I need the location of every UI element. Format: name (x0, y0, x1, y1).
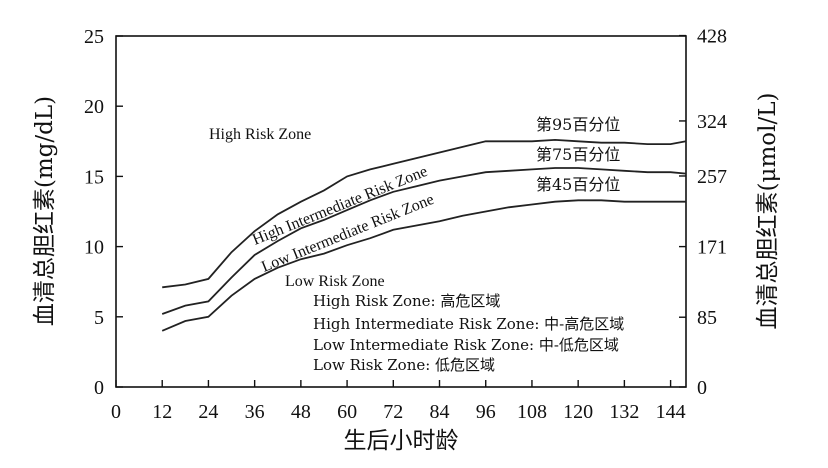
y-right-tick-label: 85 (697, 307, 717, 329)
plot-frame (115, 35, 687, 388)
y-left-tick-label: 25 (84, 26, 104, 48)
series-label-p75: 第75百分位 (536, 145, 620, 164)
curve-p75 (161, 167, 687, 315)
y-left-tick-label: 15 (84, 166, 104, 188)
x-axis: 0 12 24 36 48 60 72 84 96 108 120 132 144 (111, 380, 686, 423)
x-tick-label: 60 (337, 401, 357, 423)
x-tick-label: 132 (609, 401, 639, 423)
x-tick-label: 24 (198, 401, 218, 423)
x-tick-label: 48 (291, 401, 311, 423)
y-right-tick-label: 257 (697, 166, 727, 188)
y-axis-left-title: 血清总胆红素(mg/dL) (32, 96, 58, 326)
x-tick-label: 120 (563, 401, 593, 423)
y-left-tick-label: 10 (84, 237, 104, 259)
curve-p95 (162, 138, 687, 289)
y-left-tick-label: 5 (94, 307, 104, 329)
x-axis-title: 生后小时龄 (344, 428, 459, 454)
series-label-p95: 第95百分位 (536, 115, 620, 134)
x-tick-label: 0 (111, 401, 121, 423)
x-tick-label: 36 (245, 401, 265, 423)
x-tick-label: 144 (656, 401, 686, 423)
zone-label-high: High Risk Zone (209, 126, 311, 143)
x-tick-label: 12 (152, 401, 172, 423)
y-left-tick-label: 0 (94, 377, 104, 399)
curve-p45 (161, 199, 686, 332)
percentile-curves (161, 138, 687, 332)
y-right-tick-label: 324 (697, 111, 727, 133)
zone-label-low: Low Risk Zone (285, 273, 385, 290)
series-label-p45: 第45百分位 (536, 175, 620, 194)
y-axis-left: 0 5 10 15 20 25 (84, 26, 123, 399)
y-axis-right-title: 血清总胆红素(μmol/L) (755, 93, 781, 330)
x-tick-label: 96 (476, 401, 496, 423)
legend-note-low-intermediate: Low Intermediate Risk Zone: 中-低危区域 (313, 336, 619, 354)
x-tick-label: 108 (517, 401, 547, 423)
legend-note-low: Low Risk Zone: 低危区域 (313, 356, 495, 374)
y-right-tick-label: 0 (697, 377, 707, 399)
y-right-tick-label: 428 (697, 26, 727, 48)
legend-note-high-intermediate: High Intermediate Risk Zone: 中-高危区域 (313, 315, 624, 333)
y-right-tick-label: 171 (697, 237, 727, 259)
x-tick-label: 84 (430, 401, 450, 423)
y-axis-right: 0 85 171 257 324 428 (679, 26, 727, 399)
x-tick-label: 72 (383, 401, 403, 423)
y-left-tick-label: 20 (84, 96, 104, 118)
legend-note-high: High Risk Zone: 高危区域 (313, 292, 500, 310)
